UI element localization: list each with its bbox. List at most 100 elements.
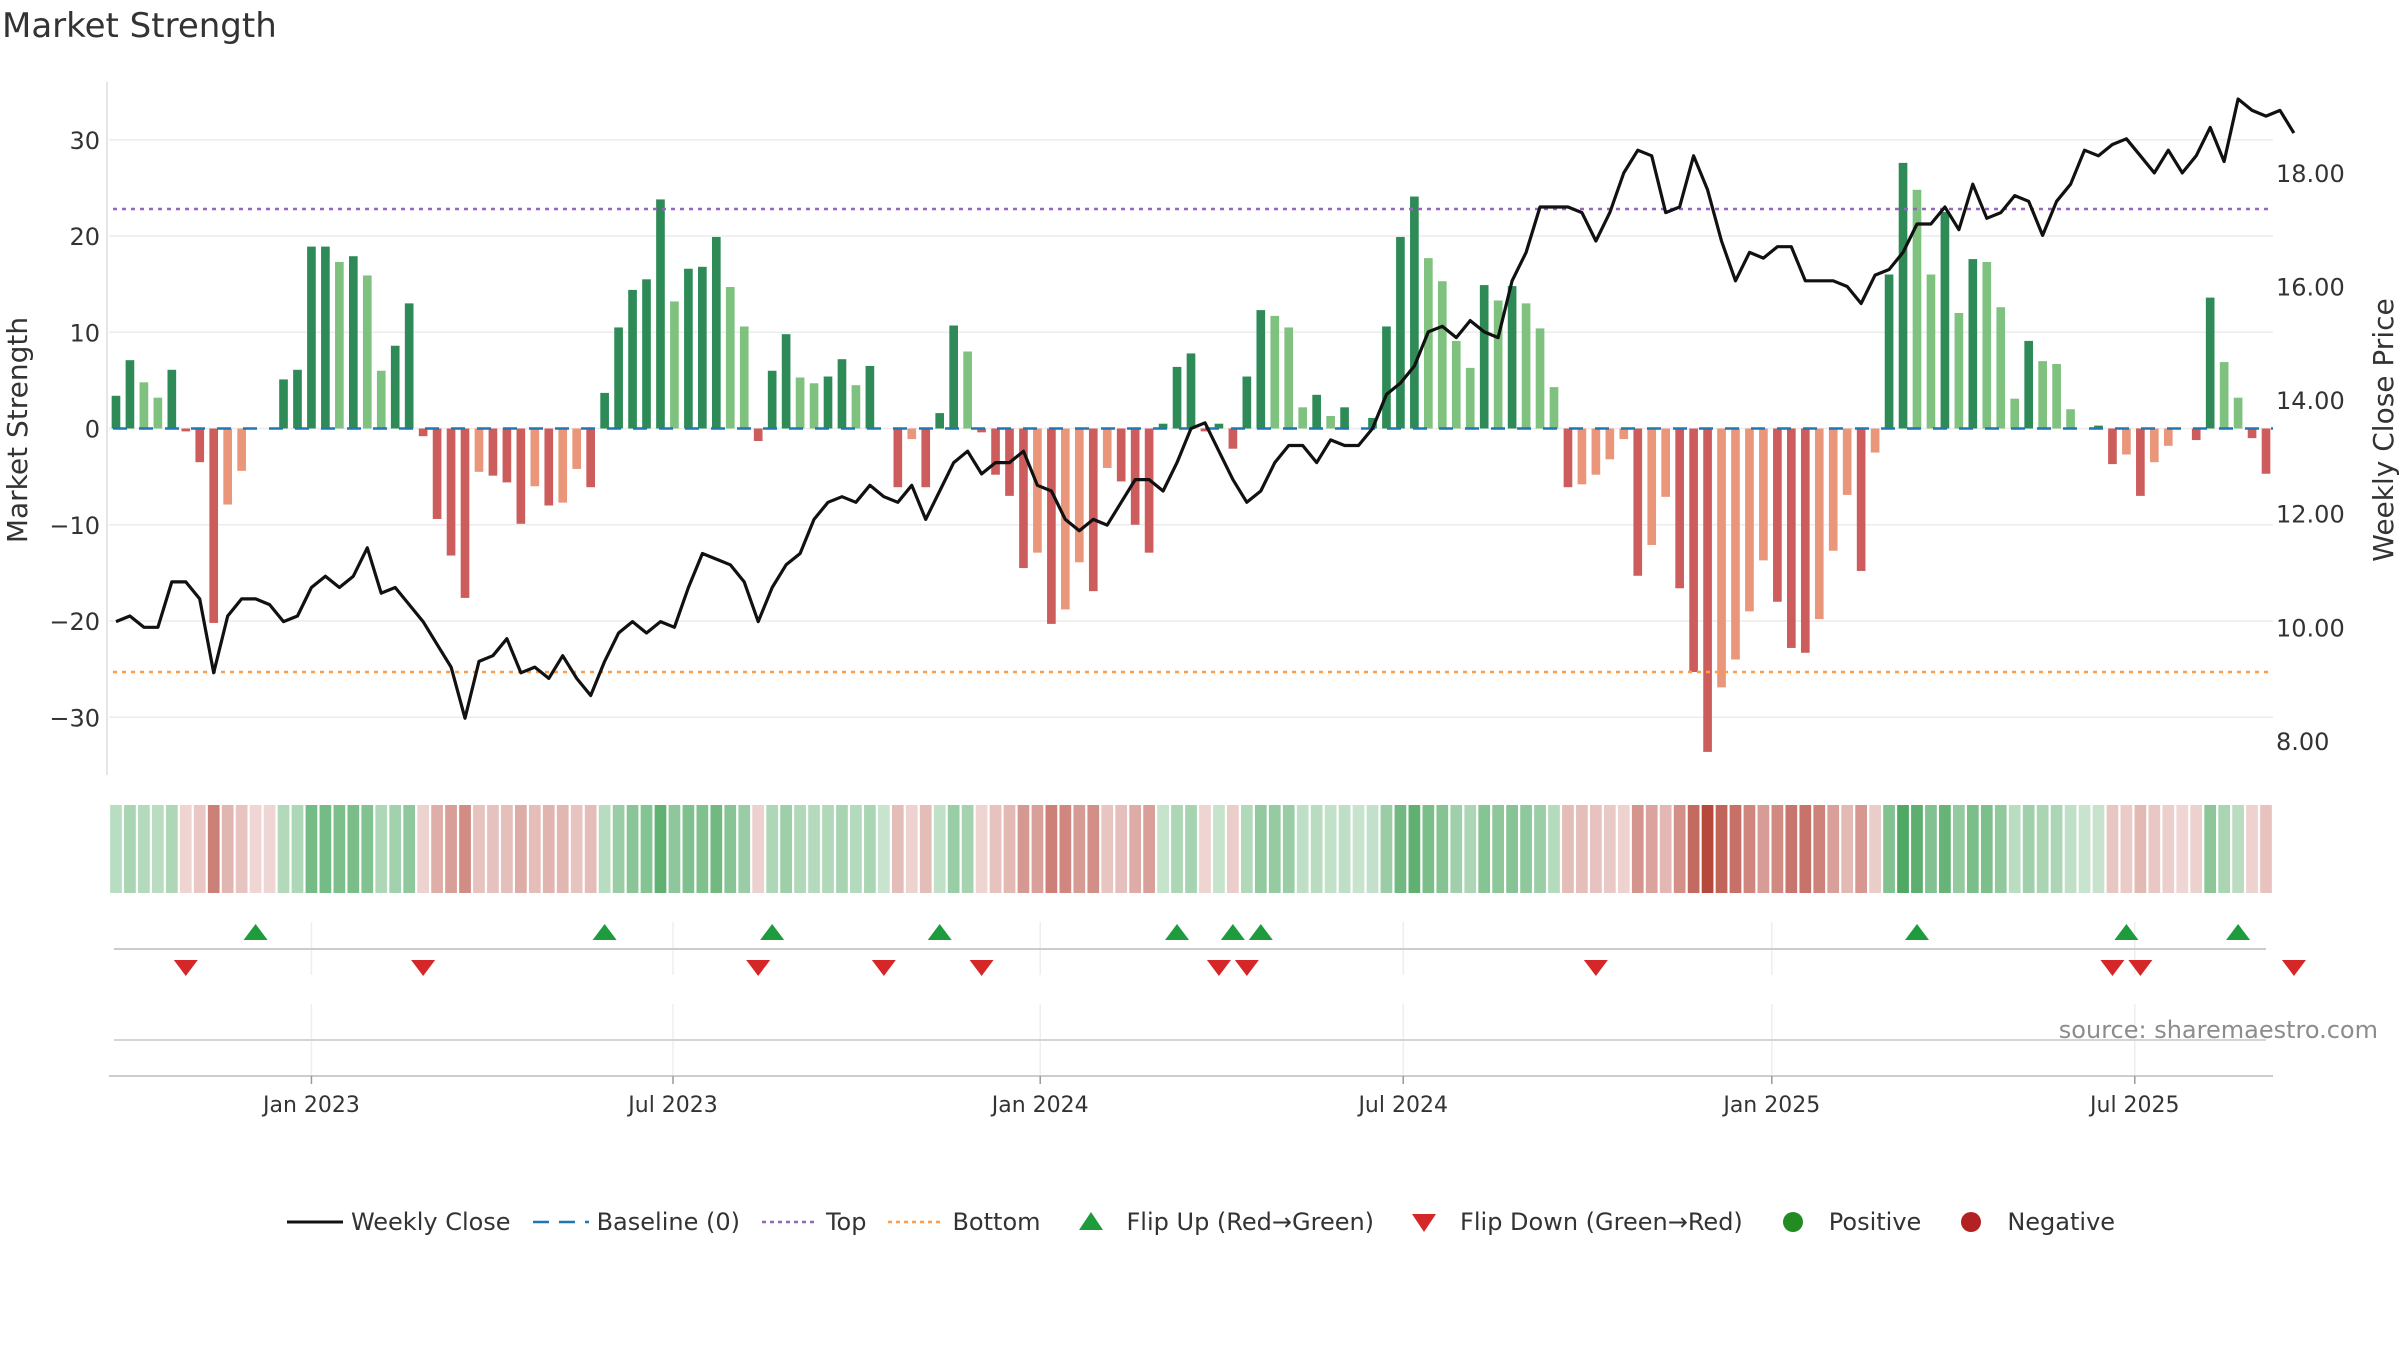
heat-cell xyxy=(389,805,402,893)
strength-bar xyxy=(1382,326,1391,429)
x-tick-label: Jan 2025 xyxy=(1721,1093,1820,1118)
strength-bar xyxy=(1437,281,1447,429)
heat-cell xyxy=(1157,805,1169,893)
strength-bar xyxy=(711,236,721,429)
strength-bar xyxy=(530,428,540,487)
negative-dot-icon xyxy=(1961,1212,1982,1232)
heat-cell xyxy=(1338,805,1351,893)
strength-bar xyxy=(2066,409,2075,429)
strength-bar xyxy=(1787,428,1796,648)
legend-item-weekly-close[interactable]: Weekly Close xyxy=(285,1207,511,1237)
y-tick-label: −20 xyxy=(49,608,100,636)
strength-bar xyxy=(1047,428,1056,624)
heat-cell xyxy=(542,805,555,893)
y-tick-label: −30 xyxy=(49,704,100,732)
strength-bar xyxy=(2094,425,2103,429)
legend-item-flip-up[interactable]: Flip Up (Red→Green) xyxy=(1061,1207,1375,1237)
legend-item-baseline[interactable]: Baseline (0) xyxy=(531,1207,740,1237)
heat-cell xyxy=(305,805,318,893)
strength-bar xyxy=(125,360,135,429)
strength-bar xyxy=(1717,428,1726,688)
heat-cell xyxy=(2092,805,2105,893)
strength-bar xyxy=(572,428,582,469)
heat-cell xyxy=(1520,805,1532,893)
heat-cell xyxy=(1603,805,1616,893)
heat-cell xyxy=(473,805,485,893)
heat-cell xyxy=(1171,805,1183,893)
heat-cell xyxy=(2218,805,2230,893)
flip-down-marker xyxy=(1234,960,1259,976)
flip-up-marker xyxy=(592,924,617,940)
right-axis: 8.00 10.00 12.00 14.00 16.00 18.00 xyxy=(2276,160,2345,756)
strength-bar xyxy=(1284,327,1294,429)
flip-up-marker xyxy=(760,924,785,940)
heat-cell xyxy=(1450,805,1463,893)
heat-cell xyxy=(1701,805,1714,893)
strength-bar xyxy=(223,428,232,505)
legend-item-top[interactable]: Top xyxy=(760,1207,866,1237)
legend-item-negative[interactable]: Negative xyxy=(1941,1207,2115,1237)
legend-item-flip-down[interactable]: Flip Down (Green→Red) xyxy=(1394,1207,1743,1237)
strength-bar xyxy=(851,385,861,429)
heat-cell xyxy=(1813,805,1826,893)
strength-bar xyxy=(684,268,693,429)
strength-bar xyxy=(628,289,637,429)
heat-cell xyxy=(1548,805,1560,893)
heat-cell xyxy=(682,805,695,893)
heat-cell xyxy=(1743,805,1756,893)
strength-bar xyxy=(823,376,833,429)
lower-panel xyxy=(114,1004,2266,1075)
heat-cell xyxy=(445,805,457,893)
heat-cell xyxy=(1687,805,1700,893)
heat-cell xyxy=(836,805,848,893)
legend-label: Flip Up (Red→Green) xyxy=(1126,1208,1375,1236)
strength-bar xyxy=(1298,407,1308,429)
heat-cell xyxy=(570,805,583,893)
heat-cell xyxy=(1324,805,1337,893)
heat-cell xyxy=(1003,805,1016,893)
strength-bar xyxy=(558,428,568,503)
heat-cell xyxy=(165,805,178,893)
left-axis: −30 −20 −10 0 10 20 30 xyxy=(49,82,108,775)
y2-axis-label: Weekly Close Price xyxy=(2367,298,2400,561)
strength-bar xyxy=(1116,428,1126,482)
legend-label: Weekly Close xyxy=(350,1208,511,1236)
heat-cell xyxy=(1199,805,1211,893)
heat-cell xyxy=(780,805,792,893)
heat-cell xyxy=(696,805,709,893)
heat-cell xyxy=(1911,805,1923,893)
heat-cell xyxy=(1129,805,1142,893)
strength-bar xyxy=(1074,428,1084,563)
strength-bar xyxy=(1242,376,1252,429)
y2-tick-label: 12.00 xyxy=(2276,501,2345,529)
strength-bar xyxy=(1591,428,1601,475)
strength-bar xyxy=(1577,428,1587,485)
strength-bar xyxy=(1451,340,1461,429)
strength-bar xyxy=(1912,189,1922,429)
y-tick-label: 30 xyxy=(69,127,100,155)
strength-bar xyxy=(921,428,931,488)
flip-down-marker xyxy=(2100,960,2125,976)
flip-down-icon xyxy=(1412,1214,1437,1232)
strength-bar xyxy=(642,279,651,429)
strength-bar xyxy=(2163,428,2173,446)
strength-bar xyxy=(1326,415,1335,429)
strength-bar xyxy=(809,383,819,429)
legend-label: Positive xyxy=(1828,1208,1922,1236)
legend-item-bottom[interactable]: Bottom xyxy=(886,1207,1041,1237)
heat-cell xyxy=(1436,805,1449,893)
heat-cell xyxy=(152,805,164,893)
heat-cell xyxy=(347,805,360,893)
heat-cell xyxy=(2078,805,2091,893)
heat-cell xyxy=(124,805,136,893)
heat-cell xyxy=(1380,805,1393,893)
heat-cell xyxy=(1282,805,1295,893)
legend-item-positive[interactable]: Positive xyxy=(1763,1207,1922,1237)
y-tick-label: 0 xyxy=(85,416,100,444)
strength-bar xyxy=(488,428,498,476)
heat-cell xyxy=(724,805,737,893)
heat-cell xyxy=(1757,805,1770,893)
strength-bar xyxy=(1759,428,1768,561)
heat-cell xyxy=(1855,805,1868,893)
